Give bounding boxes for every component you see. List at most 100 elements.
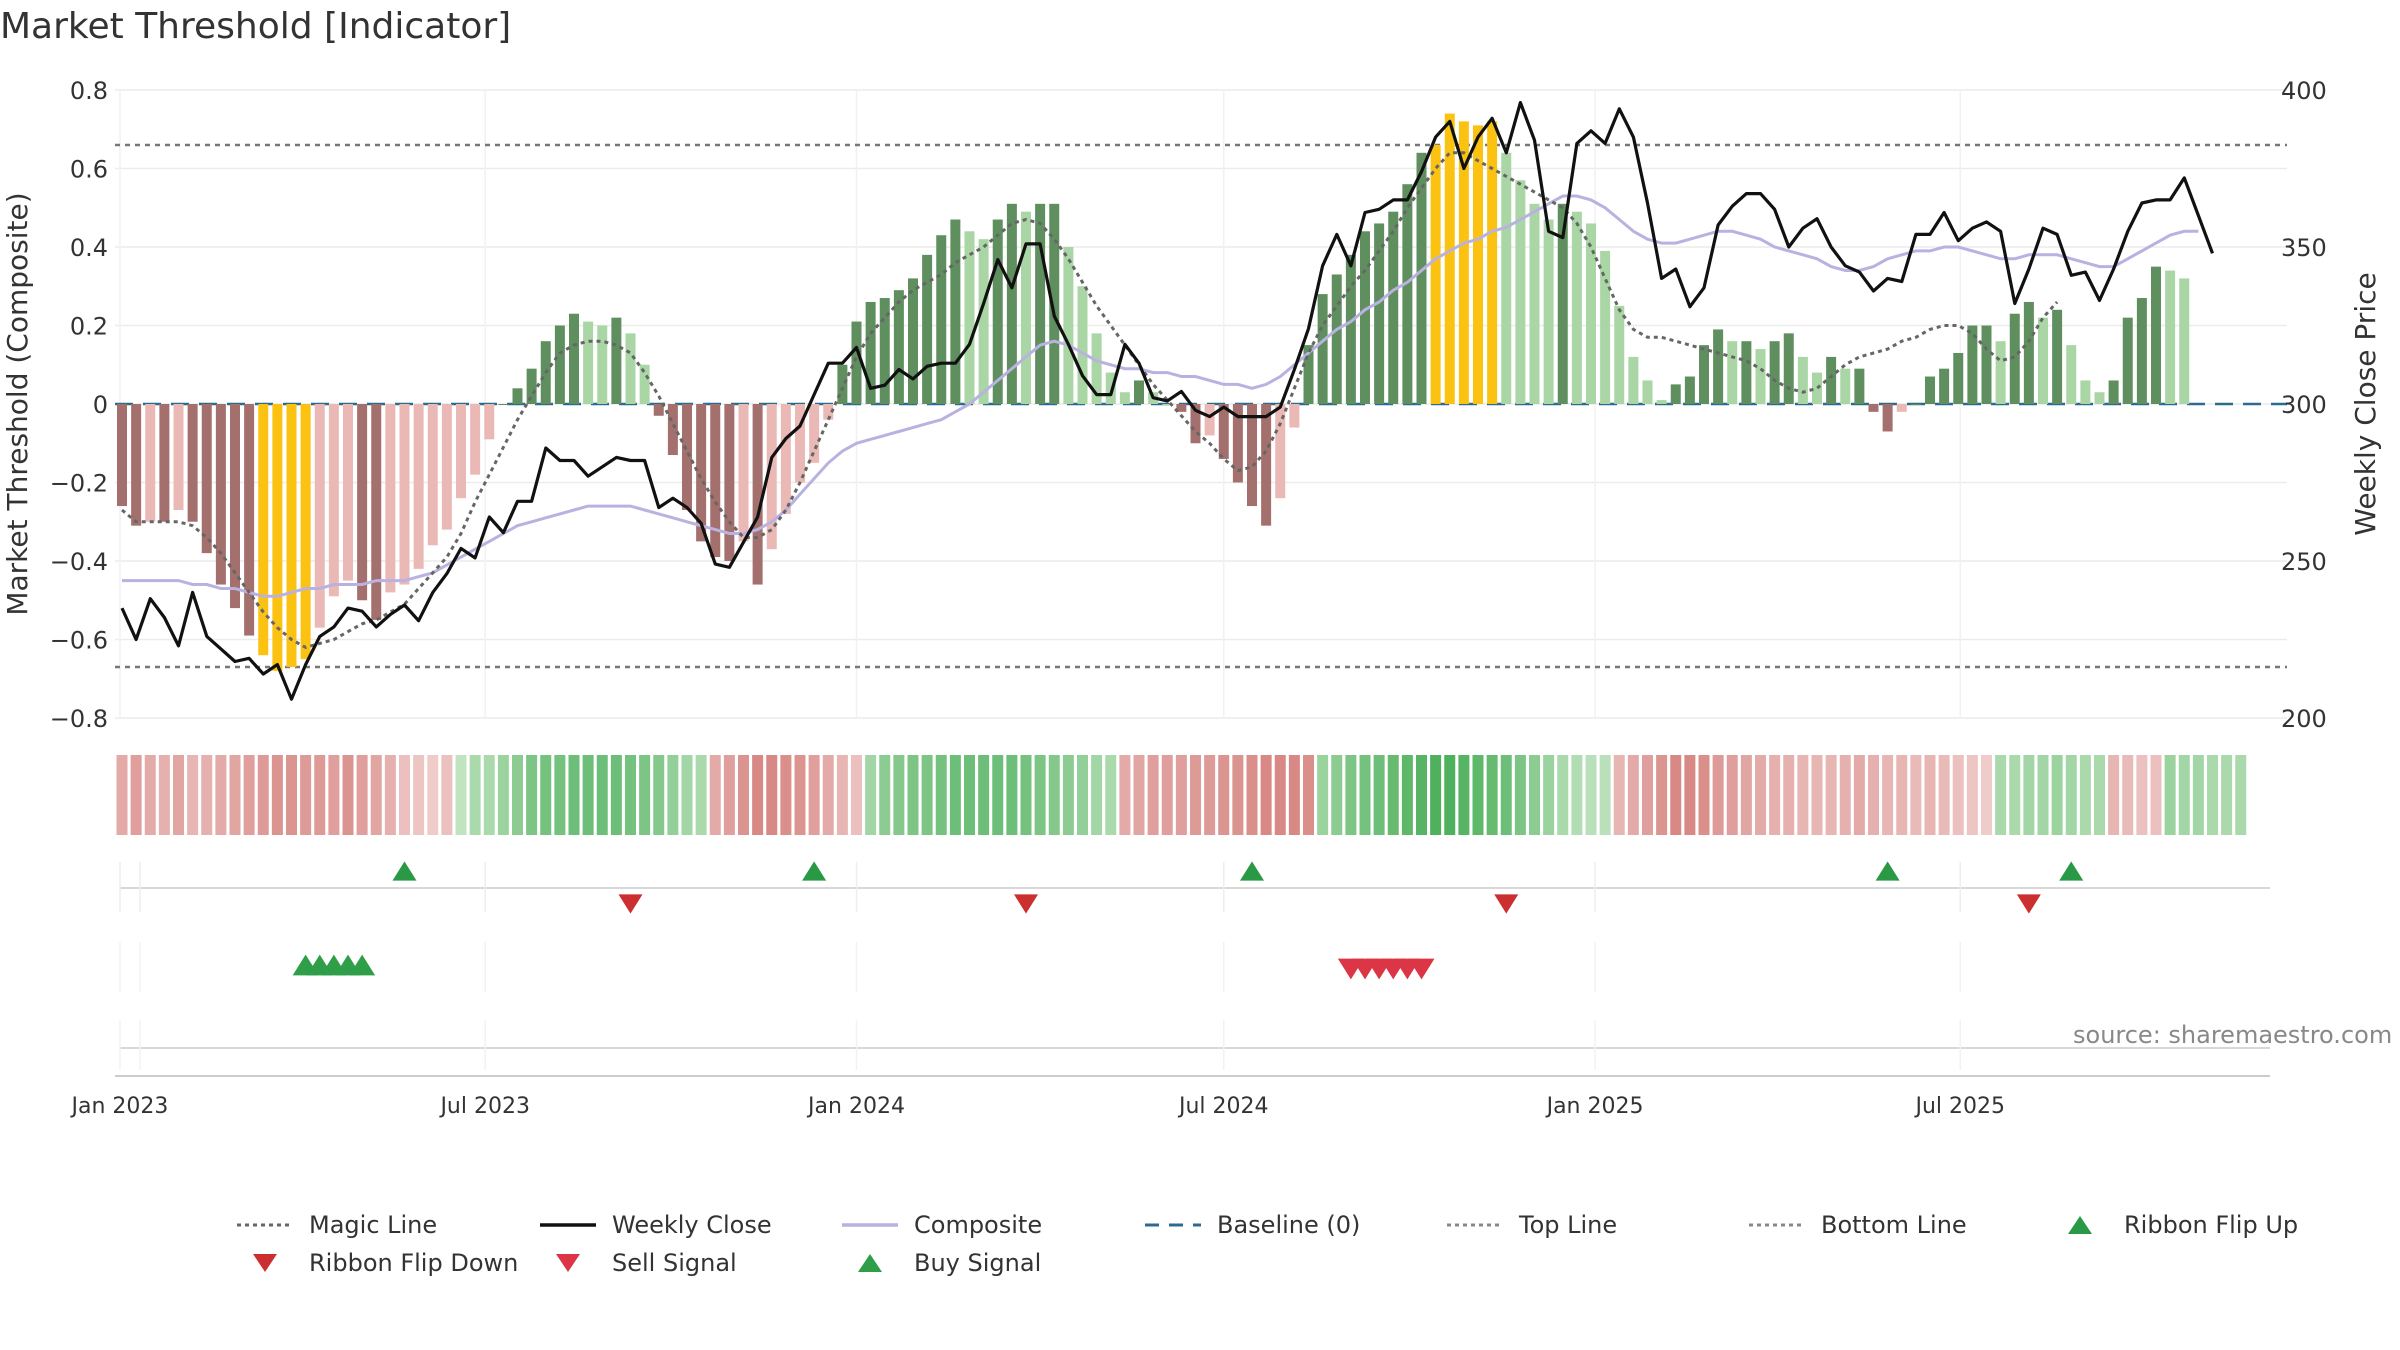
ribbon-cell bbox=[653, 755, 665, 835]
composite-bar bbox=[1571, 211, 1582, 404]
composite-bar bbox=[1091, 333, 1102, 404]
composite-bar bbox=[1713, 329, 1724, 404]
composite-bar bbox=[272, 404, 283, 671]
ribbon-cell bbox=[610, 755, 622, 835]
ribbon-cell bbox=[766, 755, 778, 835]
composite-bar bbox=[2136, 298, 2147, 404]
ribbon-cell bbox=[1514, 755, 1526, 835]
ribbon-cell bbox=[1543, 755, 1555, 835]
x-tick-label: Jan 2025 bbox=[1545, 1094, 1644, 1119]
composite-bar bbox=[385, 404, 396, 593]
ribbon-cell bbox=[978, 755, 990, 835]
ribbon-cell bbox=[1882, 755, 1894, 835]
ribbon-cell bbox=[2192, 755, 2204, 835]
composite-bar bbox=[1670, 384, 1681, 404]
composite-bar bbox=[653, 404, 664, 416]
ribbon-flip-up-marker bbox=[1240, 861, 1264, 881]
ribbon-cell bbox=[2065, 755, 2077, 835]
ribbon-cell bbox=[328, 755, 340, 835]
left-axis: 0.8 0.6 0.4 0.2 0 −0.2 −0.4 −0.6 −0.8 Market Thre… bbox=[1, 77, 108, 733]
legend-swatch bbox=[840, 1210, 900, 1240]
legend-swatch bbox=[235, 1248, 295, 1278]
threshold-lines bbox=[115, 143, 2287, 669]
ribbon-cell bbox=[921, 755, 933, 835]
composite-bar bbox=[1699, 345, 1709, 404]
ribbon-cell bbox=[1091, 755, 1103, 835]
composite-bar bbox=[1614, 305, 1625, 404]
ribbon-cell bbox=[2207, 755, 2218, 835]
composite-bar bbox=[936, 235, 947, 404]
ribbon-strip bbox=[116, 755, 2247, 835]
right-tick-label: 350 bbox=[2281, 234, 2327, 262]
composite-bar bbox=[2165, 270, 2176, 404]
ribbon-cell bbox=[413, 755, 425, 835]
ribbon-cell bbox=[1458, 755, 1470, 835]
composite-bar bbox=[639, 364, 650, 404]
ribbon-cell bbox=[370, 755, 382, 835]
composite-bar bbox=[795, 404, 805, 483]
ribbon-cell bbox=[1642, 755, 1653, 835]
ribbon-cell bbox=[173, 755, 184, 835]
ribbon-cell bbox=[1359, 755, 1371, 835]
composite-bar bbox=[1586, 223, 1596, 404]
composite-bar bbox=[427, 404, 438, 546]
composite-bar bbox=[1345, 254, 1356, 404]
ribbon-cell bbox=[1006, 755, 1018, 835]
composite-bar bbox=[851, 321, 862, 404]
ribbon-cell bbox=[1119, 755, 1131, 835]
composite-bar bbox=[978, 239, 989, 404]
legend-swatch bbox=[840, 1248, 900, 1278]
ribbon-flip-down-marker bbox=[2016, 894, 2041, 914]
composite-bar bbox=[1812, 372, 1822, 404]
ribbon-cell bbox=[1486, 755, 1498, 835]
ribbon-cell bbox=[1048, 755, 1060, 835]
composite-bar bbox=[1105, 372, 1116, 404]
composite-bar bbox=[1077, 286, 1088, 404]
ribbon-cell bbox=[1204, 755, 1216, 835]
composite-bars bbox=[117, 113, 2190, 671]
chart-title: Market Threshold [Indicator] bbox=[0, 6, 512, 47]
composite-bar bbox=[1218, 404, 1229, 459]
buy-signal-marker bbox=[349, 954, 376, 976]
composite-bar bbox=[357, 404, 368, 601]
magic-line bbox=[121, 151, 2059, 650]
composite-bar bbox=[569, 313, 579, 404]
x-tick-label: Jul 2024 bbox=[1177, 1094, 1269, 1119]
ribbon-cell bbox=[2009, 755, 2021, 835]
composite-bar bbox=[1684, 376, 1695, 404]
composite-bar bbox=[1826, 356, 1837, 404]
ribbon-cell bbox=[286, 755, 297, 835]
ribbon-cell bbox=[808, 755, 820, 835]
composite-bar bbox=[879, 298, 890, 404]
ribbon-cell bbox=[1755, 755, 1766, 835]
legend-label: Buy Signal bbox=[914, 1249, 1042, 1277]
ribbon-cell bbox=[2051, 755, 2063, 835]
ribbon-cell bbox=[1981, 755, 1992, 835]
ribbon-cell bbox=[1627, 755, 1639, 835]
legend: Magic Line Weekly Close Composite Baseline … bbox=[0, 1200, 2400, 1300]
ribbon-cell bbox=[1868, 755, 1879, 835]
ribbon-cell bbox=[1020, 755, 1032, 835]
composite-bar bbox=[456, 404, 466, 499]
ribbon-cell bbox=[526, 755, 538, 835]
ribbon-cell bbox=[851, 755, 862, 835]
ribbon-cell bbox=[1161, 755, 1173, 835]
legend-swatch bbox=[1143, 1210, 1203, 1240]
composite-bar bbox=[1232, 404, 1243, 483]
composite-bar bbox=[964, 231, 975, 404]
composite-bar bbox=[1896, 404, 1907, 412]
composite-bar bbox=[554, 325, 565, 404]
composite-bar bbox=[1925, 376, 1935, 404]
composite-bar bbox=[187, 404, 198, 522]
composite-bar bbox=[159, 404, 170, 522]
ribbon-cell bbox=[215, 755, 227, 835]
composite-bar bbox=[893, 290, 904, 404]
ribbon-cell bbox=[1034, 755, 1046, 835]
ribbon-cell bbox=[1684, 755, 1696, 835]
composite-bar bbox=[2066, 345, 2077, 404]
composite-bar bbox=[2151, 266, 2161, 404]
composite-bar bbox=[766, 404, 777, 550]
composite-bar bbox=[1204, 404, 1215, 436]
composite-bar bbox=[1063, 247, 1074, 404]
composite-bar bbox=[399, 404, 410, 585]
